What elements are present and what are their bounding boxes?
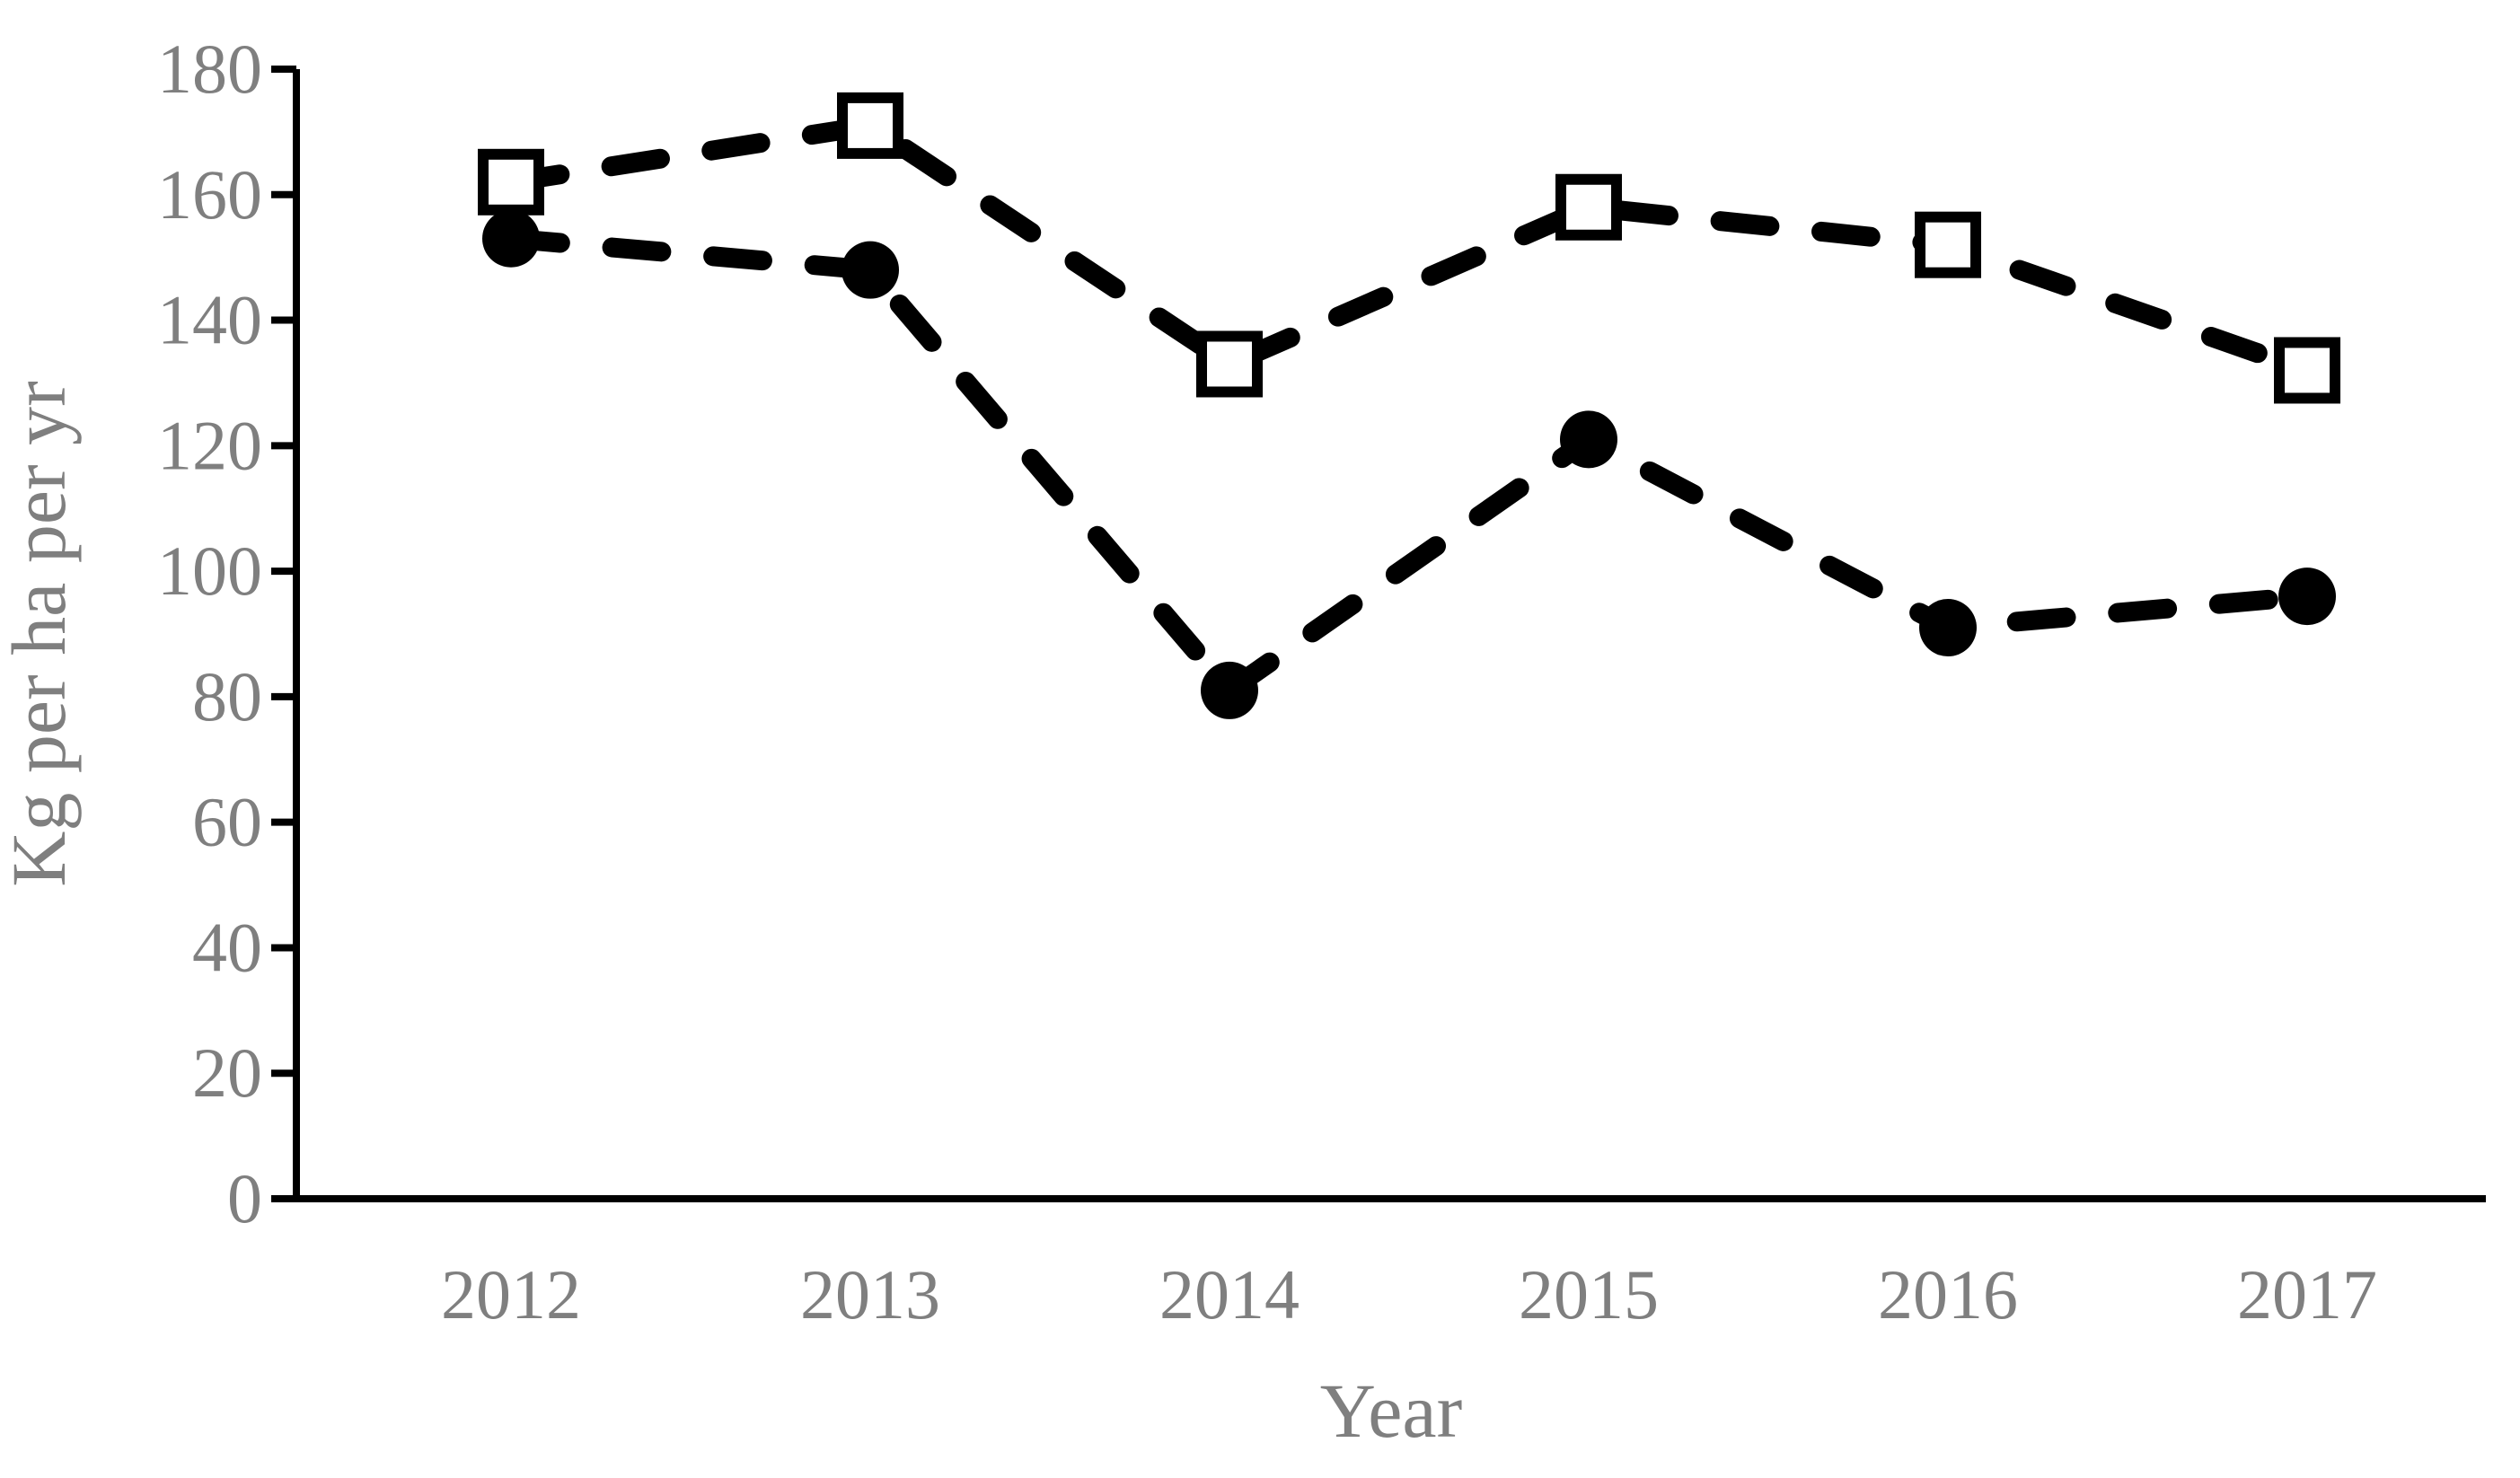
open-square-marker <box>478 148 544 216</box>
axis-lines <box>293 69 2486 1202</box>
filled-circle-marker <box>482 209 540 268</box>
x-tick-label: 2015 <box>1519 1255 1659 1333</box>
open-square-marker <box>2274 337 2340 404</box>
open-square-marker <box>1915 211 1981 278</box>
y-tick-label: 60 <box>192 783 262 861</box>
open-square-marker <box>1196 330 1263 398</box>
filled-circle-marker <box>841 241 899 299</box>
x-tick-label: 2012 <box>441 1255 581 1333</box>
y-tick-label: 20 <box>192 1034 262 1112</box>
y-tick-label: 180 <box>157 30 262 108</box>
filled-circles-series-line <box>501 228 2317 700</box>
x-tick-label: 2016 <box>1878 1255 2018 1333</box>
x-tick-label: 2017 <box>2237 1255 2377 1333</box>
y-tick-label: 160 <box>157 155 262 233</box>
x-tick-label: 2013 <box>800 1255 940 1333</box>
filled-circle-marker <box>2278 567 2336 626</box>
y-axis-title: Kg per ha per yr <box>0 381 82 887</box>
y-tick-label: 80 <box>192 657 262 735</box>
filled-circle-marker <box>1201 661 1258 719</box>
y-tick-label: 40 <box>192 908 262 986</box>
y-tick-label: 140 <box>157 281 262 359</box>
open-square-marker <box>837 92 903 159</box>
filled-circle-marker <box>1560 410 1617 469</box>
x-tick-label: 2014 <box>1159 1255 1300 1333</box>
y-tick-label: 100 <box>157 532 262 610</box>
open-square-marker <box>1555 173 1622 241</box>
y-tick-label: 120 <box>157 406 262 484</box>
open-squares-series-line <box>501 115 2317 381</box>
filled-circle-marker <box>1919 599 1977 657</box>
x-axis-title: Year <box>1320 1368 1462 1454</box>
axes-layer <box>271 66 2486 1202</box>
labels-layer: 0 20 40 60 80 100 120 140 160 180 2012 2013 2014 2015… <box>157 30 2377 1333</box>
y-tick-label: 0 <box>227 1159 262 1237</box>
series-layer <box>478 92 2340 719</box>
